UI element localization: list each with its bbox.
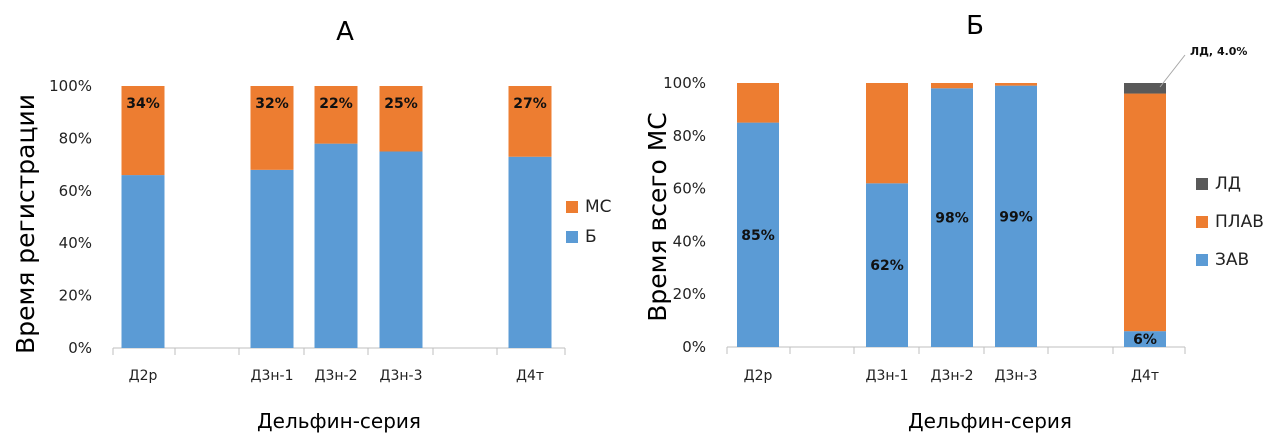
x-axis-label: Дельфин-серия: [257, 409, 421, 433]
x-tick-label: Д2р: [744, 368, 773, 384]
y-tick-label: 0%: [68, 339, 92, 357]
x-tick-label: Д2р: [129, 368, 158, 384]
data-label: 99%: [999, 209, 1033, 225]
chart-title: А: [336, 17, 354, 47]
data-label: 34%: [126, 96, 160, 112]
legend-swatch: [1196, 254, 1208, 266]
bar-segment: [250, 86, 294, 170]
y-tick-label: 40%: [59, 234, 92, 252]
y-tick-label: 40%: [673, 232, 706, 250]
bar-segment: [737, 83, 779, 123]
legend-label: ЛД: [1215, 174, 1241, 194]
bar-segment: [1124, 93, 1166, 332]
chart-b: Б Время всего МС Дельфин-серия 0% 20% 40% 60% 8…: [643, 11, 1264, 433]
bar-segment: [121, 175, 165, 348]
legend-swatch: [1196, 216, 1208, 228]
x-tick-label: Д3н-1: [866, 368, 909, 384]
x-tick-label: Д3н-2: [315, 368, 358, 384]
y-tick-label: 80%: [673, 127, 706, 145]
data-label: 32%: [255, 96, 289, 112]
data-label: 22%: [319, 96, 353, 112]
data-label: 85%: [741, 228, 775, 244]
bar-segment: [866, 83, 908, 184]
x-tick-label: Д3н-3: [995, 368, 1038, 384]
data-label: 6%: [1133, 332, 1157, 348]
legend-label: ЗАВ: [1215, 250, 1249, 270]
bar-segment: [931, 88, 973, 347]
annotation-leader-line: [1159, 54, 1186, 88]
y-tick-label: 60%: [59, 182, 92, 200]
annotation-label: ЛД, 4.0%: [1190, 45, 1247, 58]
y-tick-label: 100%: [663, 74, 706, 92]
bar-segment: [508, 156, 552, 348]
x-tick-label: Д3н-2: [931, 368, 974, 384]
legend-label: Б: [585, 227, 597, 247]
x-tick-label: Д3н-3: [380, 368, 423, 384]
x-axis-label: Дельфин-серия: [908, 409, 1072, 433]
legend-swatch: [566, 231, 578, 243]
y-tick-label: 100%: [49, 77, 92, 95]
data-label: 62%: [870, 258, 904, 274]
bar-segment: [314, 86, 358, 144]
bar-segment: [995, 83, 1037, 86]
bar-segment: [866, 183, 908, 347]
bar-segment: [508, 86, 552, 157]
legend-swatch: [566, 201, 578, 213]
bar-segment: [379, 151, 423, 348]
y-tick-label: 80%: [59, 129, 92, 147]
y-axis-label: Время всего МС: [643, 112, 672, 322]
x-tick-label: Д4т: [1131, 368, 1159, 384]
y-axis-label: Время регистрации: [11, 94, 40, 354]
y-tick-label: 60%: [673, 180, 706, 198]
legend-label: МС: [585, 197, 612, 217]
bar-segment: [1124, 331, 1166, 347]
x-tick-label: Д4т: [516, 368, 544, 384]
bar-segment: [379, 86, 423, 152]
bar-segment: [737, 122, 779, 347]
chart-title: Б: [966, 11, 984, 41]
chart-a: А Время регистрации Дельфин-серия 0% 20% 40% 6…: [11, 17, 612, 433]
data-label: 25%: [384, 96, 418, 112]
bar-segment: [931, 83, 973, 89]
bar-segment: [1124, 83, 1166, 94]
bar-segment: [250, 169, 294, 348]
bar-segment: [121, 86, 165, 176]
y-tick-label: 0%: [682, 338, 706, 356]
x-tick-label: Д3н-1: [251, 368, 294, 384]
bar-segment: [314, 143, 358, 348]
y-tick-label: 20%: [59, 287, 92, 305]
data-label: 98%: [935, 211, 969, 227]
data-label: 27%: [513, 96, 547, 112]
legend-swatch: [1196, 178, 1208, 190]
bar-segment: [995, 85, 1037, 347]
y-tick-label: 20%: [673, 285, 706, 303]
legend-label: ПЛАВ: [1215, 212, 1264, 232]
